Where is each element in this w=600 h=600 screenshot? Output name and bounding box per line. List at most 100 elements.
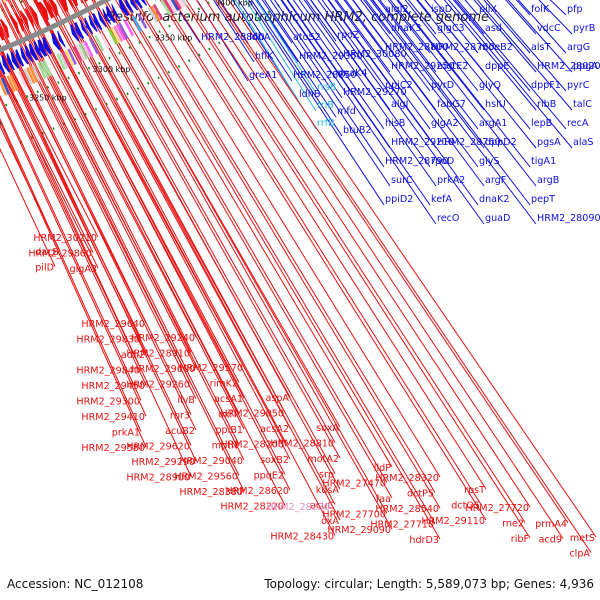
gene-label-forward: dppF1 [531, 80, 561, 91]
label-line [292, 0, 385, 130]
tick-mark [115, 97, 119, 101]
gene-arrow [102, 8, 112, 25]
genome-backbone [0, 0, 112, 53]
category-block [123, 20, 135, 37]
label-line [58, 0, 341, 521]
tick-mark [267, 10, 271, 14]
category-block [39, 61, 50, 78]
gene-label-forward: HRM2_28860 [201, 32, 265, 43]
label-line [416, 0, 537, 149]
category-block [28, 66, 39, 83]
label-line [69, 0, 341, 490]
tick-mark [157, 76, 160, 80]
gene-label-reverse: HRM2_29840 [76, 366, 140, 377]
label-line [483, 0, 531, 54]
gene-label-forward: mgtE2 [437, 61, 468, 72]
gene-label-reverse: motA2 [307, 454, 339, 465]
label-line [245, 0, 317, 112]
gene-label-forward: talC [573, 99, 592, 110]
gene-label-reverse: soxA [316, 423, 339, 434]
category-block [147, 7, 159, 24]
label-line [1, 0, 245, 492]
category-block [78, 43, 88, 60]
gene-label-reverse: HRM2_28380 [179, 487, 243, 498]
category-block [118, 22, 129, 40]
label-line [185, 0, 526, 523]
tick-mark [67, 76, 70, 80]
gene-arrow [72, 0, 79, 7]
category-block [80, 42, 91, 59]
gene-label-forward: HRM2_28800 [385, 42, 449, 53]
gene-arrow [92, 13, 103, 30]
gene-label-reverse: aspA [265, 393, 289, 404]
scale-label: 3300 kbp [93, 65, 131, 74]
gene-label-reverse: lldP [374, 463, 391, 474]
gene-label-reverse: HRM2_29640 [81, 319, 145, 330]
gene-arrow [28, 43, 39, 61]
gene-label-forward: algI [391, 99, 408, 110]
gene-label-reverse: HRM2_27700 [322, 510, 386, 521]
gene-label-forward: glgC3 [437, 23, 465, 34]
gene-arrow [68, 0, 74, 9]
category-block [181, 0, 188, 7]
gene-label-forward: vdcC [537, 23, 561, 34]
label-line [328, 0, 479, 206]
label-line [44, 0, 291, 460]
gene-label-reverse: HRM2_28540 [375, 504, 439, 515]
gene-label-reverse: HRM2_29050 [220, 409, 284, 420]
gene-label-forward: pyrB [573, 23, 595, 34]
tick-mark [197, 7, 201, 11]
label-line [287, 0, 431, 206]
label-line [317, 0, 385, 92]
gene-label-reverse: acd9 [539, 535, 562, 546]
gene-arrow [14, 12, 25, 32]
gene-label-reverse: HRM2_29410 [81, 412, 145, 423]
reverse-labels: dacB pilD HRM2_30210 HRM2_29860 glgA3 HRM2_29… [28, 233, 595, 560]
gene-arrow [0, 19, 10, 39]
label-line [261, 0, 293, 44]
gene-label-forward: HRM2_30080 [343, 49, 407, 60]
gene-label-reverse: HRM2_28220 [220, 502, 284, 513]
category-block [64, 49, 75, 67]
tick-mark [148, 35, 151, 39]
gene-label-reverse: ilvB [177, 395, 195, 406]
label-line [123, 0, 436, 524]
gene-label-reverse: HRM2_29570 [179, 363, 243, 374]
gene-label-reverse: ppiB1 [215, 425, 243, 436]
gene-label-forward: moeB2 [479, 42, 513, 53]
label-line [162, 0, 482, 505]
gene-label-reverse: HRM2_29830 [76, 335, 140, 346]
label-line [195, 0, 531, 508]
gene-arrow [42, 37, 52, 55]
gene-label-reverse: HRM2_28620 [225, 486, 289, 497]
gene-label-forward: HRM2_29250 [391, 61, 455, 72]
label-line [215, 0, 569, 524]
gene-label-reverse: HRM2_29260 [126, 380, 190, 391]
label-line [13, 0, 240, 445]
gene-label-reverse: HRM2_27710 [370, 520, 434, 531]
gene-label-forward: HRM2_28760 [437, 137, 501, 148]
gene-label-forward: ribB [537, 99, 556, 110]
rna-labels: rrsB rrlB rrfB [317, 82, 336, 129]
category-block [94, 35, 105, 52]
forward-labels: HRM2_28860ldhAhflKgreA1atoS2HRM2_29350HR… [201, 4, 600, 224]
label-line [0, 74, 147, 386]
scale-label: 3350 kbp [155, 33, 193, 42]
tick-mark [41, 131, 45, 135]
label-line [0, 124, 61, 252]
gene-label-reverse: HRM2_28810 [270, 439, 334, 450]
gene-arrow [124, 0, 134, 13]
scale-label: 3250 kbp [29, 94, 67, 103]
category-block [72, 45, 83, 63]
category-block [9, 74, 19, 91]
label-line [377, 0, 479, 130]
gene-label-reverse: dacB [35, 247, 59, 258]
label-line [0, 120, 147, 448]
category-block [26, 67, 36, 84]
category-block [107, 28, 118, 45]
label-line [443, 0, 537, 111]
category-block [152, 4, 164, 21]
gene-label-forward: HRM2_28850 [293, 70, 357, 81]
label-line [303, 0, 437, 187]
